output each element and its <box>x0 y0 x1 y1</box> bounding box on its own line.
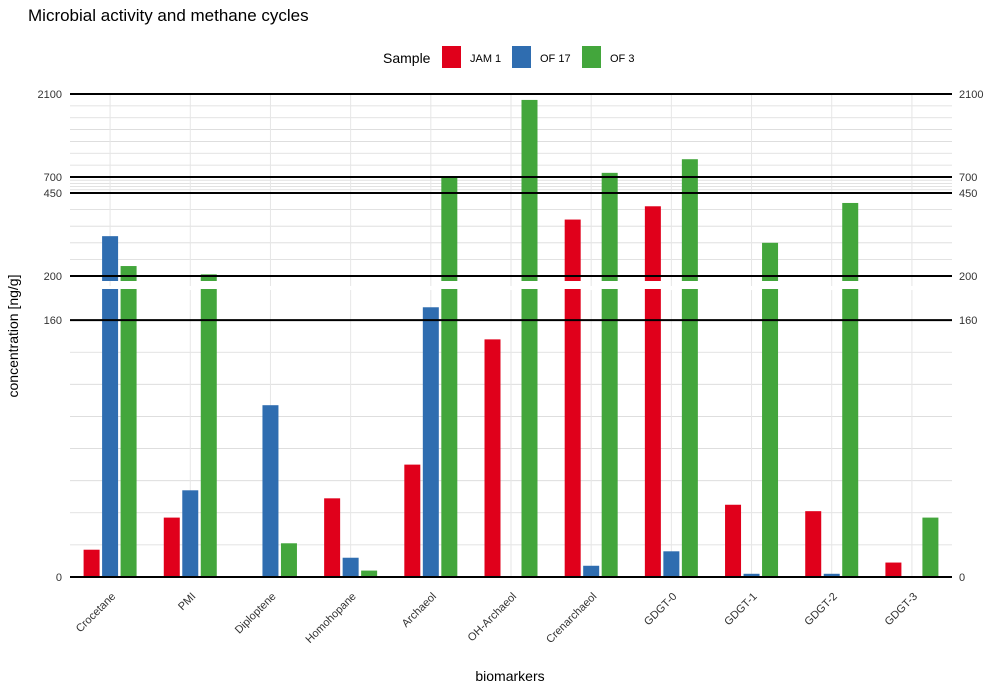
legend-swatch <box>512 46 531 68</box>
bar <box>805 511 822 577</box>
legend-label: JAM 1 <box>470 53 501 65</box>
y-tick-label-right: 200 <box>959 271 977 283</box>
bar <box>262 405 279 577</box>
legend: Sample JAM 1 OF 17 OF 3 <box>383 46 634 68</box>
bar <box>361 570 378 577</box>
x-tick-label: PMI <box>176 591 198 613</box>
bar <box>324 498 341 577</box>
x-tick-label: GDGT-0 <box>642 591 679 628</box>
bar-upper <box>120 266 137 281</box>
x-tick-label: GDGT-2 <box>802 591 839 628</box>
bar-lower <box>681 289 698 577</box>
bar <box>583 565 600 577</box>
bar <box>404 464 421 577</box>
bar-lower <box>102 289 119 577</box>
bar-upper <box>200 274 217 281</box>
y-tick-label: 450 <box>44 188 62 200</box>
bar-upper <box>601 172 618 281</box>
bar <box>182 490 199 577</box>
bar <box>885 562 902 577</box>
bar <box>422 307 439 577</box>
bar-lower <box>521 289 538 577</box>
bar <box>280 543 297 577</box>
legend-swatch <box>442 46 461 68</box>
x-tick-label: Diploptene <box>233 591 279 637</box>
bars <box>83 99 939 577</box>
bar-upper <box>644 206 661 281</box>
bar <box>163 517 180 577</box>
bar-upper <box>102 236 119 281</box>
x-tick-label: Archaeol <box>400 591 439 630</box>
bar-upper <box>842 202 859 281</box>
x-tick-label: GDGT-3 <box>883 591 920 628</box>
bar <box>83 549 100 577</box>
legend-title: Sample <box>383 50 431 66</box>
x-tick-label: Crocetane <box>74 591 118 635</box>
y-tick-label: 700 <box>44 172 62 184</box>
bar-lower <box>564 289 581 577</box>
bar-lower <box>441 289 458 577</box>
legend-label: OF 3 <box>610 53 634 65</box>
bar-lower <box>644 289 661 577</box>
y-tick-label-right: 700 <box>959 172 977 184</box>
bar-lower <box>601 289 618 577</box>
bar-lower <box>762 289 779 577</box>
y-tick-label-right: 450 <box>959 188 977 200</box>
bar-lower <box>842 289 859 577</box>
bar <box>484 339 501 577</box>
x-tick-label: GDGT-1 <box>722 591 759 628</box>
bar <box>743 573 760 577</box>
bar-upper <box>681 159 698 281</box>
bar-upper <box>564 219 581 281</box>
y-tick-label-right: 2100 <box>959 89 983 101</box>
chart-title: Microbial activity and methane cycles <box>28 6 309 25</box>
x-tick-label: Homohopane <box>304 591 359 646</box>
y-axis-label: concentration [ng/g] <box>5 275 21 398</box>
legend-label: OF 17 <box>540 53 571 65</box>
bar <box>823 573 840 577</box>
x-axis-label: biomarkers <box>475 668 544 684</box>
y-tick-label-right: 160 <box>959 315 977 327</box>
y-tick-label: 2100 <box>38 89 62 101</box>
x-tick-label: Crenarchaeol <box>544 591 599 646</box>
bar-upper <box>762 242 779 281</box>
y-tick-label: 160 <box>44 315 62 327</box>
x-tick-label: OH-Archaeol <box>466 591 519 644</box>
bar <box>342 557 359 577</box>
bar-upper <box>521 99 538 281</box>
y-tick-label: 0 <box>56 572 62 584</box>
y-tick-label-right: 0 <box>959 572 965 584</box>
bar <box>663 551 680 577</box>
legend-swatch <box>582 46 601 68</box>
bar <box>725 504 742 577</box>
bar-lower <box>200 289 217 577</box>
bar <box>922 517 939 577</box>
bar-upper <box>441 176 458 281</box>
bar-lower <box>120 289 137 577</box>
y-tick-label: 200 <box>44 271 62 283</box>
